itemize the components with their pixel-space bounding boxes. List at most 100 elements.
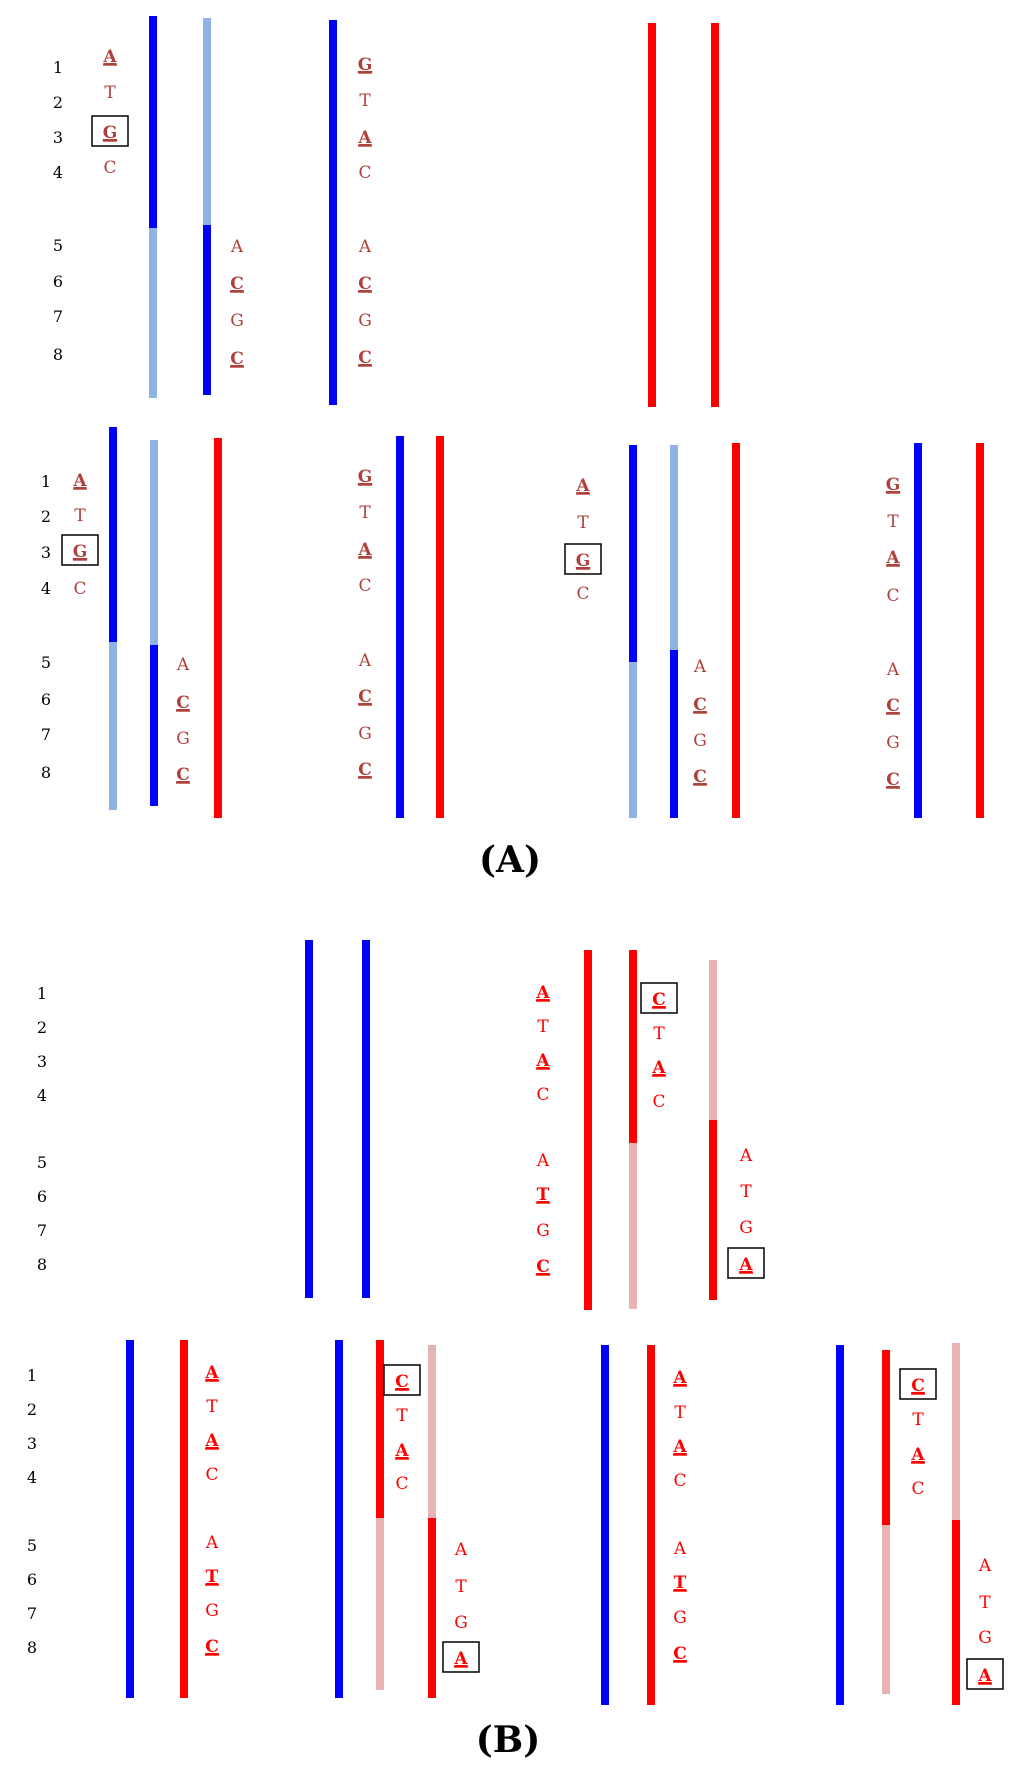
allele-label: A <box>910 1445 925 1465</box>
row-number: 6 <box>41 690 51 709</box>
allele-label: G <box>576 551 591 571</box>
row-number: 4 <box>41 579 51 598</box>
allele-label: A <box>205 1533 219 1553</box>
allele-label: G <box>693 731 707 751</box>
allele-label: C <box>886 696 900 716</box>
allele-label: T <box>674 1573 687 1593</box>
allele-label: T <box>887 512 899 532</box>
chromosome-segment <box>670 445 678 650</box>
chromosome-segment <box>180 1340 188 1698</box>
chromosome-segment <box>709 1120 717 1300</box>
allele-label: C <box>205 1637 219 1657</box>
allele-label: A <box>535 983 550 1003</box>
chromosome-segment <box>376 1340 384 1518</box>
row-number: 2 <box>27 1400 37 1419</box>
allele-label: G <box>886 733 900 753</box>
allele-label: C <box>73 579 86 599</box>
row-number: 7 <box>27 1604 37 1623</box>
allele-label: C <box>176 765 190 785</box>
row-number: 4 <box>37 1086 47 1105</box>
allele-label: T <box>359 503 371 523</box>
row-number: 8 <box>27 1638 37 1657</box>
allele-label: G <box>739 1218 753 1238</box>
marker-box <box>640 982 678 1014</box>
allele-label: T <box>455 1577 467 1597</box>
marker-box <box>61 534 99 566</box>
chromosome-segment <box>629 950 637 1143</box>
allele-label: C <box>886 586 899 606</box>
allele-label: T <box>396 1406 408 1426</box>
allele-label: C <box>911 1479 924 1499</box>
allele-label: T <box>206 1567 219 1587</box>
allele-label: A <box>535 1051 550 1071</box>
panel-caption: (A) <box>479 839 541 881</box>
allele-label: T <box>577 513 589 533</box>
allele-label: C <box>576 584 589 604</box>
allele-label: C <box>358 760 372 780</box>
allele-label: T <box>206 1397 218 1417</box>
allele-label: C <box>911 1376 925 1396</box>
chromosome-segment <box>709 960 717 1120</box>
allele-label: C <box>358 163 371 183</box>
chromosome-segment <box>109 427 117 642</box>
chromosome-segment <box>362 940 370 1298</box>
chromosome-segment <box>149 16 157 228</box>
chromosome-segment <box>436 436 444 818</box>
allele-label: T <box>359 91 371 111</box>
allele-label: A <box>672 1368 687 1388</box>
allele-label: A <box>176 655 190 675</box>
row-number: 3 <box>27 1434 37 1453</box>
chromosome-segment <box>584 950 592 1310</box>
row-number: 3 <box>53 128 63 147</box>
chromosome-segment <box>203 18 211 225</box>
allele-label: T <box>104 83 116 103</box>
chromosome-segment <box>203 225 211 395</box>
chromosome-segment <box>914 443 922 818</box>
chromosome-segment <box>149 228 157 398</box>
row-number: 2 <box>37 1018 47 1037</box>
allele-label: T <box>653 1024 665 1044</box>
allele-label: A <box>739 1146 753 1166</box>
chromosome-segment <box>952 1343 960 1520</box>
row-number: 7 <box>53 307 63 326</box>
allele-label: C <box>693 767 707 787</box>
marker-box <box>383 1364 421 1396</box>
row-number: 1 <box>27 1366 37 1385</box>
row-number: 8 <box>37 1255 47 1274</box>
row-number: 3 <box>37 1052 47 1071</box>
chromosome-segment <box>109 642 117 810</box>
allele-label: A <box>978 1556 992 1576</box>
row-number: 6 <box>37 1187 47 1206</box>
allele-label: G <box>205 1601 219 1621</box>
allele-label: A <box>394 1441 409 1461</box>
row-number: 7 <box>37 1221 47 1240</box>
allele-label: G <box>673 1608 687 1628</box>
allele-label: A <box>357 540 372 560</box>
allele-label: A <box>672 1437 687 1457</box>
allele-label: A <box>102 47 117 67</box>
chromosome-segment <box>150 645 158 806</box>
marker-box <box>91 115 129 147</box>
chromosome-segment <box>214 438 222 818</box>
allele-label: A <box>453 1649 468 1669</box>
allele-label: A <box>977 1666 992 1686</box>
chromosome-segment <box>396 436 404 818</box>
chromosome-segment <box>629 445 637 662</box>
chromosome-segment <box>629 662 637 818</box>
row-number: 5 <box>27 1536 37 1555</box>
row-number: 8 <box>53 345 63 364</box>
allele-label: A <box>536 1151 550 1171</box>
marker-box <box>564 543 602 575</box>
allele-label: A <box>885 548 900 568</box>
allele-label: A <box>72 471 87 491</box>
chromosome-segment <box>670 650 678 818</box>
allele-label: A <box>651 1058 666 1078</box>
allele-label: G <box>73 542 88 562</box>
chromosome-segment <box>882 1350 890 1525</box>
allele-label: T <box>912 1410 924 1430</box>
row-number: 1 <box>37 984 47 1003</box>
chromosome-segment <box>335 1340 343 1698</box>
allele-label: C <box>886 770 900 790</box>
chromosome-segment <box>329 20 337 405</box>
